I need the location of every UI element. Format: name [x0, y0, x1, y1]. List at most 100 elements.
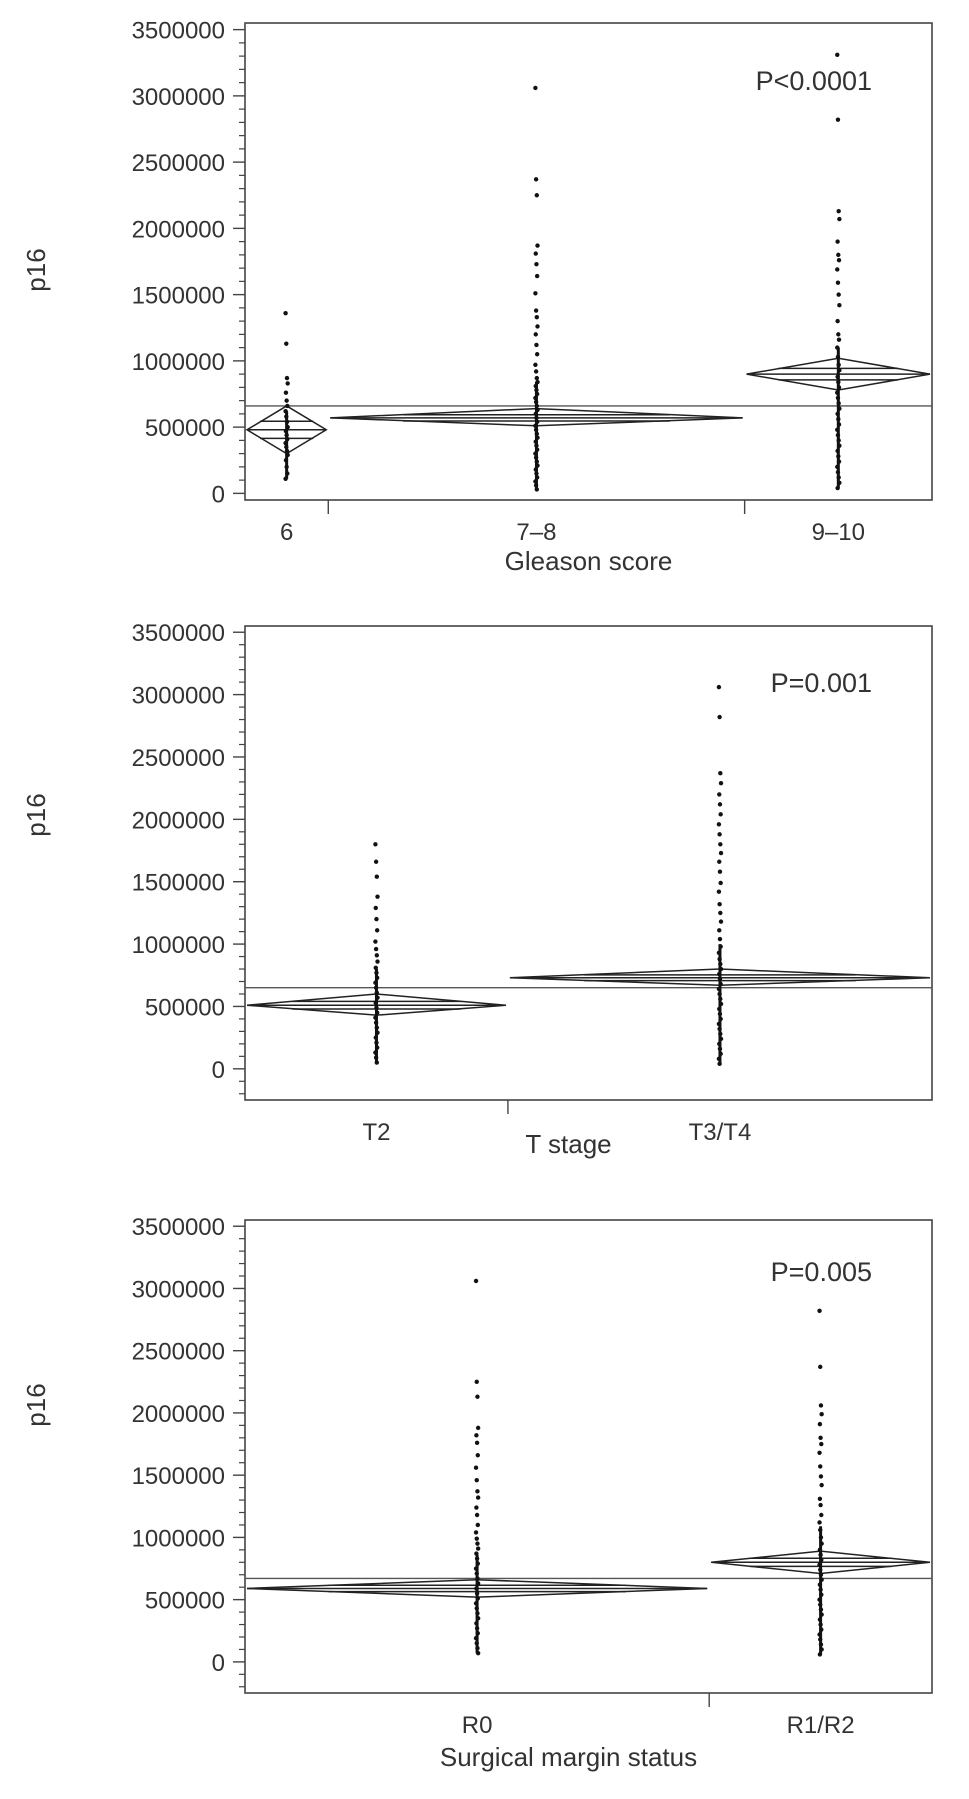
p-value-annotation: P=0.005 [771, 1257, 872, 1287]
data-point [373, 965, 378, 970]
data-point [474, 1551, 479, 1556]
data-point [373, 946, 379, 952]
data-point [819, 1482, 824, 1488]
y-tick-label: 3500000 [132, 18, 225, 45]
x-axis-title: Surgical margin status [440, 1742, 697, 1772]
data-point [819, 1411, 824, 1417]
data-point [835, 117, 841, 122]
data-point [374, 874, 380, 879]
plot-frame [244, 1219, 933, 1694]
x-axis-title: T stage [525, 1129, 611, 1159]
x-category-label: 9–10 [812, 519, 865, 546]
chart-panel-2: 0 500000 1000000 1500000 2000000 2500000 30000… [21, 620, 933, 1159]
data-point [818, 1502, 823, 1508]
data-point [375, 959, 380, 964]
data-point [717, 832, 722, 837]
x-category-label: R1/R2 [787, 1712, 855, 1739]
data-point [817, 1496, 823, 1502]
data-point [533, 332, 538, 337]
data-point [835, 239, 840, 244]
data-point [819, 1512, 824, 1518]
data-point [473, 1530, 479, 1535]
data-point [474, 1505, 479, 1510]
data-point [818, 1403, 824, 1408]
y-tick-label: 0 [212, 1057, 225, 1084]
data-point [836, 332, 841, 337]
data-point [284, 398, 289, 403]
data-point [475, 1453, 480, 1458]
data-point [374, 953, 380, 958]
data-point [534, 342, 539, 348]
y-tick-label: 3000000 [132, 683, 225, 710]
x-category-label: 7–8 [516, 519, 556, 546]
data-point [717, 859, 722, 864]
data-point [285, 381, 290, 386]
data-point [818, 1435, 823, 1441]
data-point [475, 1495, 481, 1500]
data-point [284, 375, 290, 381]
y-tick-label: 2000000 [132, 807, 225, 834]
data-point [718, 842, 723, 847]
data-point [717, 792, 722, 797]
data-point [533, 251, 538, 256]
data-point [474, 1512, 480, 1518]
data-point [836, 252, 841, 258]
y-axis-title: p16 [21, 248, 51, 291]
data-point [716, 822, 722, 827]
data-point [373, 905, 378, 911]
data-point [718, 780, 724, 786]
data-point [835, 267, 840, 272]
data-point [474, 1477, 479, 1483]
data-point [718, 770, 723, 776]
x-category-label: T3/T4 [689, 1119, 752, 1146]
data-point [474, 1536, 479, 1541]
data-point [473, 1278, 479, 1284]
data-point [817, 1450, 822, 1455]
y-tick-label: 3000000 [132, 1276, 225, 1303]
data-point [285, 403, 290, 409]
data-point [534, 352, 540, 357]
y-tick-label: 500000 [145, 415, 225, 442]
chart-panel-1: 0 500000 1000000 1500000 2000000 2500000 30000… [21, 18, 933, 576]
y-tick-label: 1000000 [132, 349, 225, 376]
data-point [534, 273, 540, 279]
data-point [717, 928, 722, 933]
y-tick-label: 1500000 [132, 1463, 225, 1490]
data-point [717, 869, 723, 874]
data-point [474, 1433, 479, 1438]
y-tick-label: 2500000 [132, 150, 225, 177]
data-point [837, 303, 842, 308]
data-point [534, 314, 540, 320]
data-point [533, 369, 539, 374]
y-tick-label: 2500000 [132, 745, 225, 772]
data-point [718, 880, 723, 886]
data-point [716, 684, 722, 690]
data-point [533, 177, 539, 182]
data-point [718, 850, 724, 856]
data-point [717, 901, 722, 907]
x-category-label: T2 [362, 1119, 390, 1146]
data-point [474, 1440, 480, 1446]
data-point [835, 280, 841, 285]
data-point [533, 85, 538, 91]
data-point [817, 1308, 822, 1314]
y-tick-label: 3500000 [132, 620, 225, 647]
p-value-annotation: P<0.0001 [756, 66, 872, 96]
data-point [475, 1541, 480, 1546]
y-tick-label: 0 [212, 1650, 225, 1677]
data-point [717, 714, 722, 720]
data-point [475, 1522, 480, 1528]
y-tick-label: 3000000 [132, 84, 225, 111]
data-point [717, 802, 723, 807]
data-point [374, 916, 379, 922]
x-category-label: 6 [280, 519, 293, 546]
data-point [533, 291, 538, 296]
y-tick-label: 2000000 [132, 1401, 225, 1428]
data-point [817, 1520, 822, 1525]
data-point [375, 894, 380, 899]
y-tick-label: 1500000 [132, 870, 225, 897]
data-point [716, 889, 722, 894]
data-point [836, 337, 842, 342]
p-value-annotation: P=0.001 [771, 668, 872, 698]
data-point [534, 193, 540, 198]
